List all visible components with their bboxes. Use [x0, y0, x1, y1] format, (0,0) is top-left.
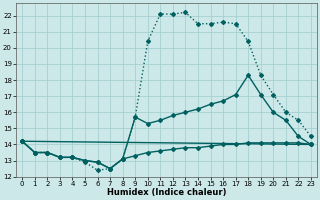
- X-axis label: Humidex (Indice chaleur): Humidex (Indice chaleur): [107, 188, 226, 197]
